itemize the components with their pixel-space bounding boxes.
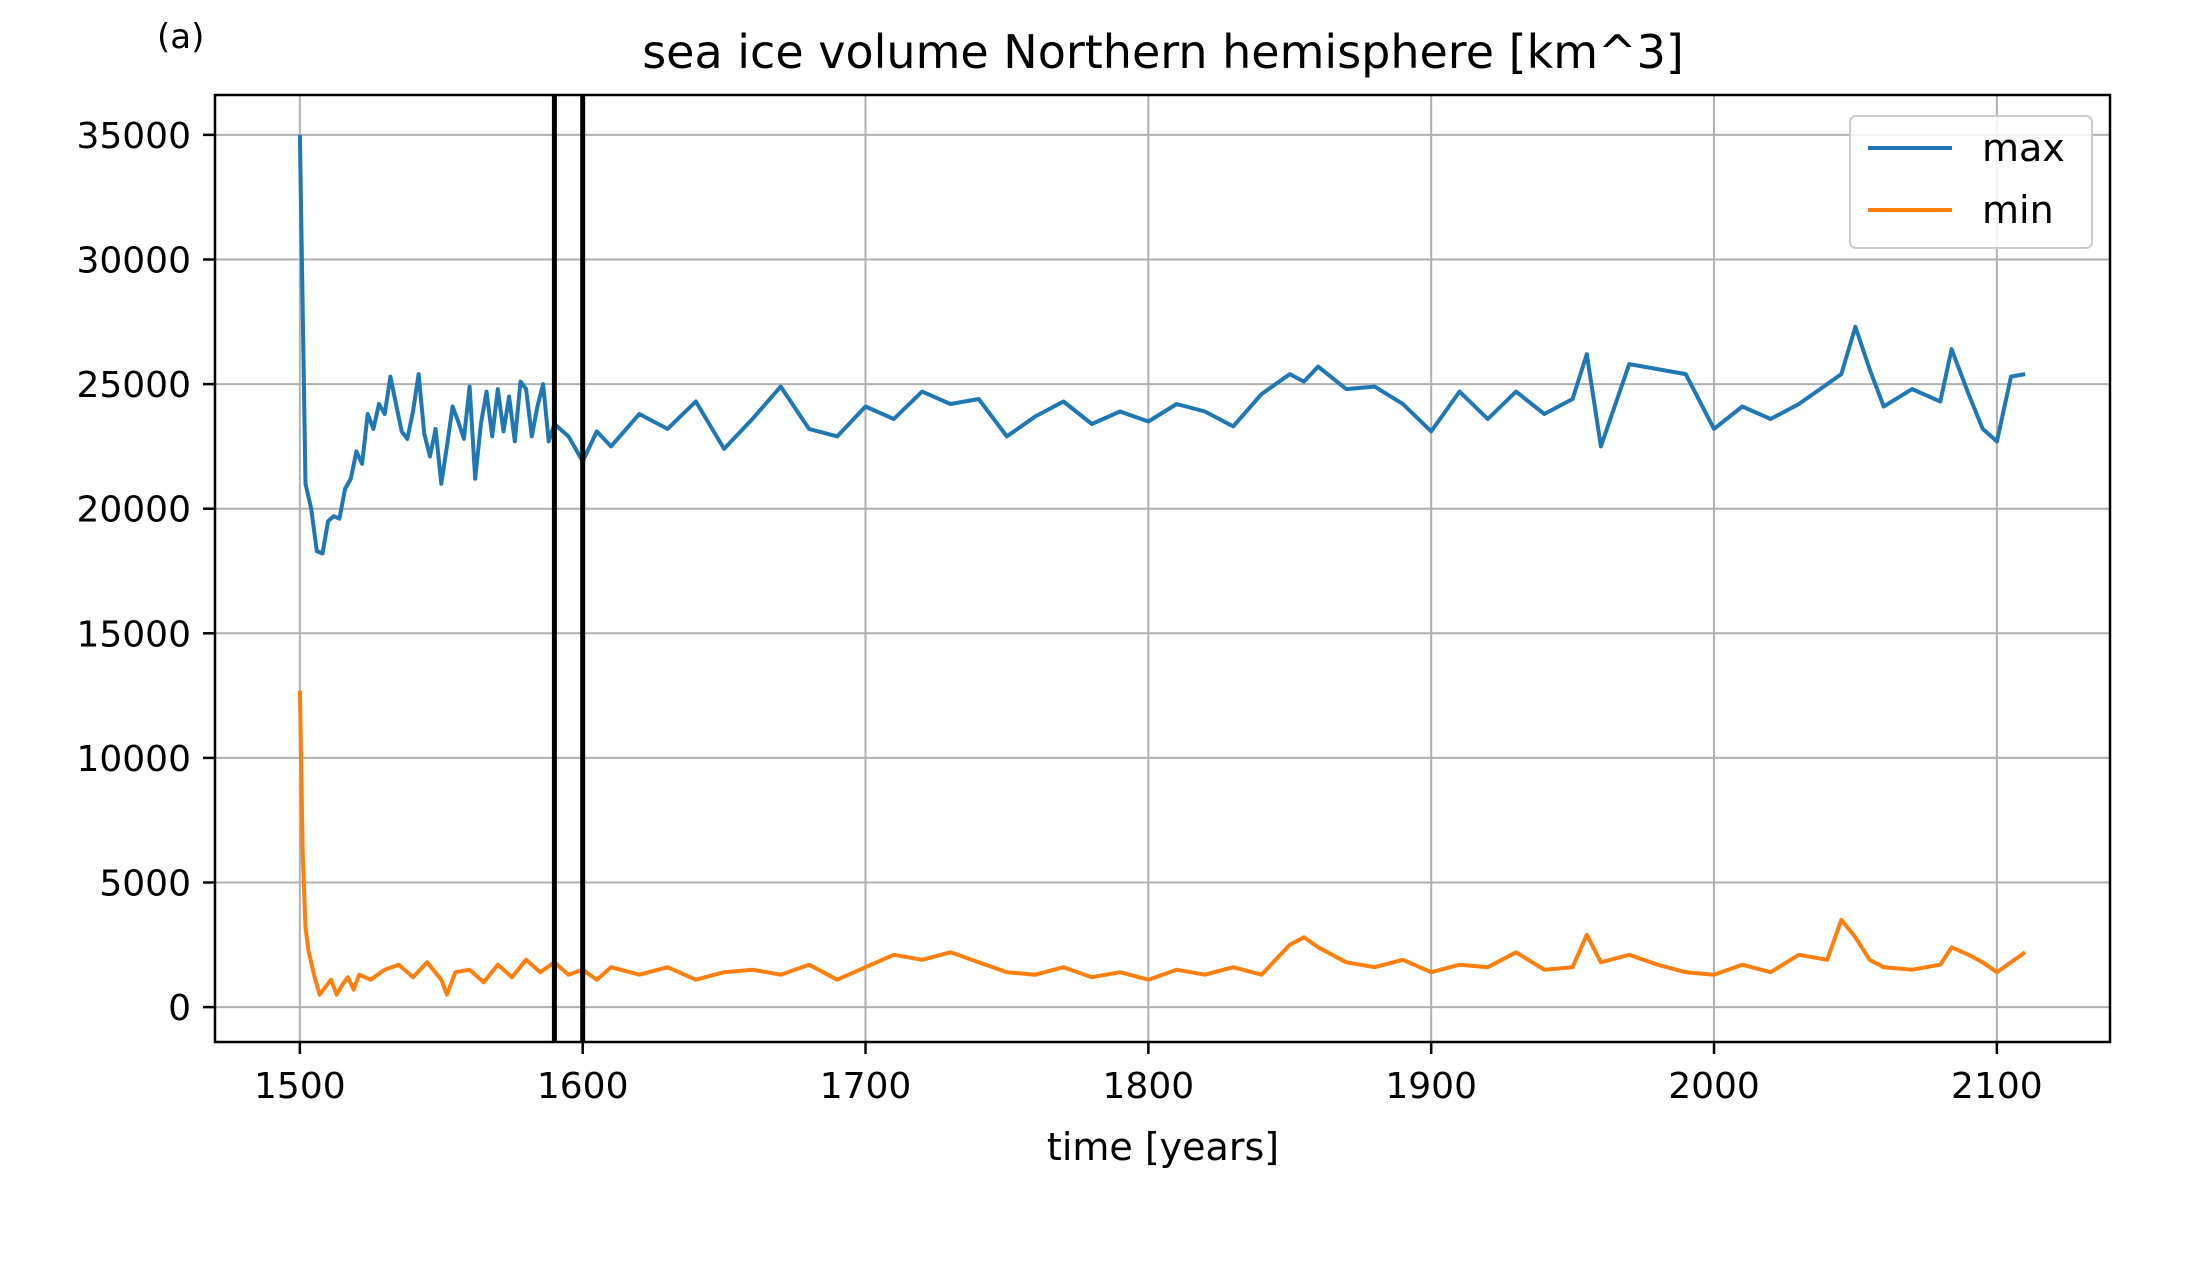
y-tick-label: 10000: [76, 739, 191, 780]
plot-frame: [213, 93, 2112, 1044]
plot-lines: [297, 134, 2027, 997]
y-tick-label: 20000: [76, 490, 191, 531]
y-tick-label: 25000: [76, 365, 191, 406]
x-axis-label: time [years]: [1047, 1125, 1279, 1169]
y-tick-label: 30000: [76, 240, 191, 281]
y-tick-label: 35000: [76, 116, 191, 157]
vertical-markers: [551, 95, 586, 1042]
x-tick-label: 1600: [537, 1066, 629, 1107]
series-line-max: [297, 134, 2026, 556]
x-tick-label: 1900: [1385, 1066, 1477, 1107]
legend: max min: [1849, 115, 2093, 249]
y-tick-label: 15000: [76, 614, 191, 655]
y-tick-label: 0: [168, 988, 191, 1029]
x-tick-label: 1700: [820, 1066, 912, 1107]
x-tick-label: 2100: [1951, 1066, 2043, 1107]
x-axis: 1500 1600 1700 1800 1900 2000 2100: [254, 1042, 2043, 1107]
panel-label: (a): [157, 17, 204, 57]
x-tick-label: 2000: [1668, 1066, 1760, 1107]
y-axis: 0 5000 10000 15000 20000 25000 30000 35000: [76, 116, 215, 1029]
x-tick-label: 1500: [254, 1066, 346, 1107]
x-tick-label: 1800: [1103, 1066, 1195, 1107]
legend-label-max: max: [1982, 126, 2065, 170]
grid: [215, 95, 2110, 1042]
chart-title: sea ice volume Northern hemisphere [km^3…: [642, 25, 1684, 79]
y-tick-label: 5000: [99, 864, 191, 905]
series-line-min: [297, 690, 2027, 997]
legend-label-min: min: [1982, 188, 2054, 232]
